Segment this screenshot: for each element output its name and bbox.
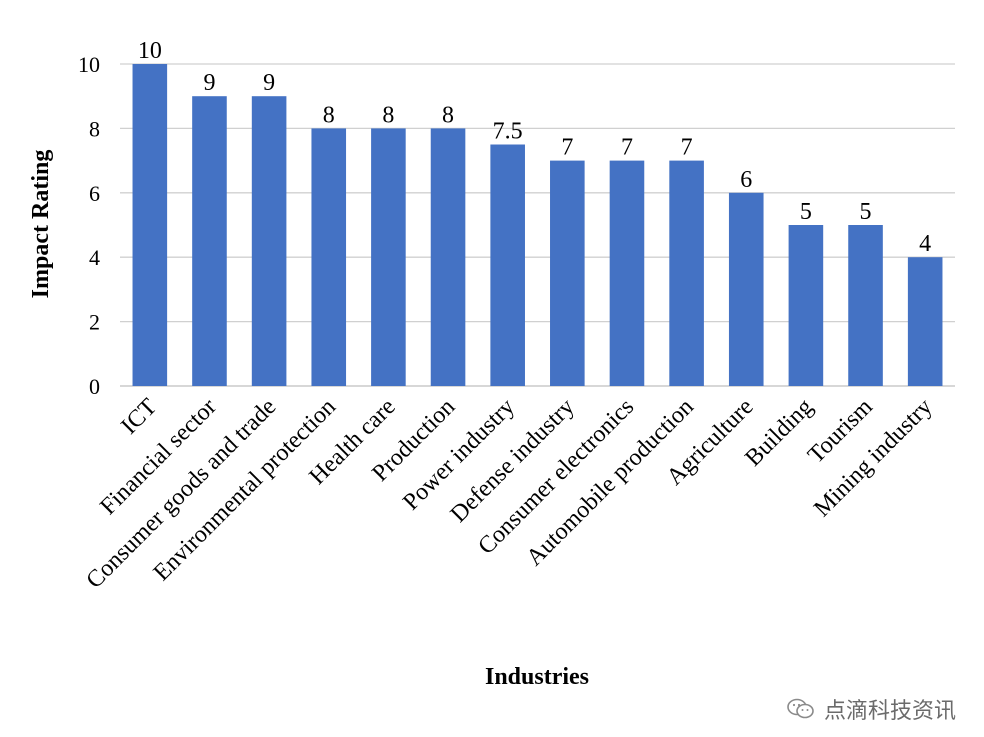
data-label: 4 bbox=[919, 231, 931, 257]
bar bbox=[132, 64, 168, 386]
data-label: 8 bbox=[442, 102, 454, 128]
bars bbox=[132, 64, 943, 386]
category-label: Building bbox=[740, 394, 818, 472]
data-label: 7.5 bbox=[493, 119, 523, 145]
watermark-text: 点滴科技资讯 bbox=[823, 699, 956, 724]
data-label: 8 bbox=[382, 102, 394, 128]
bar bbox=[848, 225, 883, 386]
y-axis-ticks: 0 2 4 6 8 10 bbox=[78, 52, 100, 399]
data-label: 8 bbox=[323, 102, 335, 128]
data-label: 5 bbox=[800, 199, 812, 225]
bar bbox=[430, 128, 466, 386]
bar bbox=[490, 144, 525, 386]
data-label: 5 bbox=[860, 199, 872, 225]
data-label: 7 bbox=[561, 135, 573, 161]
category-label: ICT bbox=[116, 394, 162, 440]
data-label: 10 bbox=[138, 38, 162, 64]
bar bbox=[907, 257, 943, 386]
bar bbox=[371, 128, 406, 386]
bar bbox=[788, 225, 824, 386]
y-tick-label: 2 bbox=[89, 310, 100, 335]
watermark: 点滴科技资讯 bbox=[786, 693, 956, 725]
data-label: 6 bbox=[740, 167, 752, 193]
data-label: 7 bbox=[681, 135, 693, 161]
data-label: 7 bbox=[621, 135, 633, 161]
bar bbox=[550, 160, 585, 386]
data-label: 9 bbox=[203, 70, 215, 96]
y-tick-label: 6 bbox=[89, 181, 100, 206]
bar bbox=[251, 96, 287, 386]
bar bbox=[609, 160, 645, 386]
y-axis-title: Impact Rating bbox=[28, 150, 54, 299]
y-tick-label: 4 bbox=[89, 245, 100, 270]
bar bbox=[192, 96, 227, 386]
y-tick-label: 10 bbox=[78, 52, 100, 77]
x-axis-title: Industries bbox=[485, 664, 589, 690]
wechat-icon bbox=[786, 697, 816, 721]
y-tick-label: 8 bbox=[89, 116, 100, 141]
bar bbox=[311, 128, 347, 386]
bar bbox=[669, 160, 704, 386]
gridlines bbox=[120, 63, 955, 387]
bar bbox=[728, 192, 764, 386]
data-labels: 10 9 9 8 8 8 7.5 7 7 7 6 5 5 4 bbox=[138, 38, 931, 257]
data-label: 9 bbox=[263, 70, 275, 96]
y-tick-label: 0 bbox=[89, 374, 100, 399]
